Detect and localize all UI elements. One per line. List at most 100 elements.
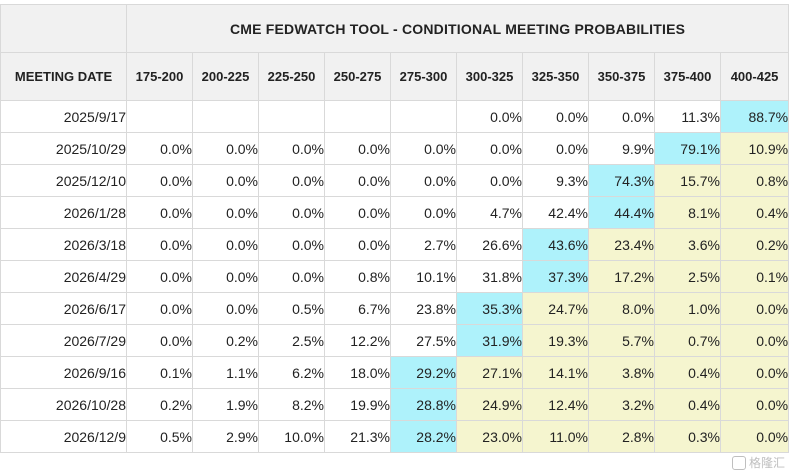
meeting-date: 2026/1/28 [0, 196, 127, 229]
meeting-date: 2026/4/29 [0, 260, 127, 293]
probability-cell: 74.3% [588, 164, 655, 197]
probability-cell: 0.2% [126, 388, 193, 421]
probability-cell: 12.2% [324, 324, 391, 357]
probability-cell: 12.4% [522, 388, 589, 421]
probability-cell: 0.0% [588, 100, 655, 133]
probability-cell: 28.8% [390, 388, 457, 421]
probability-cell: 17.2% [588, 260, 655, 293]
column-header: 250-275 [324, 52, 391, 101]
meeting-date: 2026/7/29 [0, 324, 127, 357]
probability-cell: 0.4% [654, 388, 721, 421]
probability-cell: 0.4% [654, 356, 721, 389]
probability-cell: 6.7% [324, 292, 391, 325]
probability-cell: 27.1% [456, 356, 523, 389]
probability-cell: 0.0% [258, 228, 325, 261]
probability-cell: 0.0% [126, 164, 193, 197]
probability-cell [324, 100, 391, 133]
meeting-date: 2025/9/17 [0, 100, 127, 133]
probability-cell: 37.3% [522, 260, 589, 293]
column-header: 225-250 [258, 52, 325, 101]
probability-cell: 0.0% [719, 356, 790, 389]
column-header: 400-425 [719, 52, 790, 101]
meeting-date: 2026/10/28 [0, 388, 127, 421]
probability-cell [390, 100, 457, 133]
probability-cell: 14.1% [522, 356, 589, 389]
probability-cell: 23.4% [588, 228, 655, 261]
probability-cell: 2.5% [258, 324, 325, 357]
corner-cell [0, 4, 127, 53]
table-row: 2026/10/28 0.2% 1.9% 8.2% 19.9% 28.8% 24.9% 12.… [0, 388, 790, 421]
table-row: 2025/10/29 0.0% 0.0% 0.0% 0.0% 0.0% 0.0% 0.0% 9.… [0, 132, 790, 165]
watermark-logo-icon [731, 455, 746, 470]
probability-cell: 4.7% [456, 196, 523, 229]
probability-cell [192, 100, 259, 133]
probability-cell: 10.1% [390, 260, 457, 293]
probability-cell: 0.0% [258, 196, 325, 229]
probability-cell: 0.0% [126, 196, 193, 229]
probability-cell: 0.0% [258, 260, 325, 293]
probability-cell: 0.0% [324, 228, 391, 261]
column-header: 375-400 [654, 52, 721, 101]
column-header: 200-225 [192, 52, 259, 101]
table-row: 2025/9/17 0.0% 0.0% 0.0% 11.3% 88.7% [0, 100, 790, 133]
probability-cell: 0.2% [192, 324, 259, 357]
probability-cell: 11.3% [654, 100, 721, 133]
probability-cell: 0.0% [522, 132, 589, 165]
probability-cell: 0.0% [324, 132, 391, 165]
meeting-date: 2026/9/16 [0, 356, 127, 389]
column-header: 300-325 [456, 52, 523, 101]
table-row: 2026/7/29 0.0% 0.2% 2.5% 12.2% 27.5% 31.9% 19.3… [0, 324, 790, 357]
probability-cell: 0.1% [719, 260, 790, 293]
table-body: 2025/9/17 0.0% 0.0% 0.0% 11.3% 88.7% 2025/10/2… [0, 100, 790, 453]
probability-cell: 88.7% [719, 100, 790, 133]
probability-cell: 0.0% [126, 324, 193, 357]
probability-cell: 0.7% [654, 324, 721, 357]
title-row: CME FEDWATCH TOOL - CONDITIONAL MEETING … [0, 4, 790, 53]
probability-cell: 0.0% [390, 196, 457, 229]
meeting-date: 2025/12/10 [0, 164, 127, 197]
probability-cell: 6.2% [258, 356, 325, 389]
probability-cell: 26.6% [456, 228, 523, 261]
probability-cell: 0.3% [654, 420, 721, 453]
probability-cell: 19.3% [522, 324, 589, 357]
probability-cell: 3.2% [588, 388, 655, 421]
probability-cell: 0.0% [192, 260, 259, 293]
column-header: 350-375 [588, 52, 655, 101]
chart-title: CME FEDWATCH TOOL - CONDITIONAL MEETING … [125, 4, 790, 53]
probability-cell: 0.0% [719, 324, 790, 357]
probability-cell: 28.2% [390, 420, 457, 453]
probability-cell: 0.0% [324, 196, 391, 229]
probability-cell: 5.7% [588, 324, 655, 357]
meeting-date: 2025/10/29 [0, 132, 127, 165]
watermark-text: 格隆汇 [748, 456, 785, 470]
probability-cell: 44.4% [588, 196, 655, 229]
meeting-date: 2026/3/18 [0, 228, 127, 261]
probability-cell: 23.8% [390, 292, 457, 325]
probability-cell: 9.9% [588, 132, 655, 165]
probability-cell: 0.0% [719, 388, 790, 421]
probability-cell: 24.7% [522, 292, 589, 325]
probability-cell: 35.3% [456, 292, 523, 325]
meeting-date: 2026/12/9 [0, 420, 127, 453]
probability-cell: 24.9% [456, 388, 523, 421]
column-header: 175-200 [126, 52, 193, 101]
probability-cell: 0.0% [522, 100, 589, 133]
probability-cell: 2.9% [192, 420, 259, 453]
probability-cell: 19.9% [324, 388, 391, 421]
probability-cell: 0.0% [719, 292, 790, 325]
fedwatch-table: CME FEDWATCH TOOL - CONDITIONAL MEETING … [0, 4, 790, 453]
probability-cell: 0.0% [126, 260, 193, 293]
column-header: 325-350 [522, 52, 589, 101]
probability-cell: 23.0% [456, 420, 523, 453]
probability-cell: 27.5% [390, 324, 457, 357]
probability-cell: 0.4% [719, 196, 790, 229]
probability-cell: 0.5% [126, 420, 193, 453]
table-row: 2025/12/10 0.0% 0.0% 0.0% 0.0% 0.0% 0.0% 9.3% 74… [0, 164, 790, 197]
probability-cell: 0.0% [390, 132, 457, 165]
probability-cell: 0.0% [192, 292, 259, 325]
probability-cell: 2.5% [654, 260, 721, 293]
probability-cell: 3.8% [588, 356, 655, 389]
probability-cell: 1.9% [192, 388, 259, 421]
probability-cell: 0.0% [456, 100, 523, 133]
probability-cell: 0.0% [258, 132, 325, 165]
